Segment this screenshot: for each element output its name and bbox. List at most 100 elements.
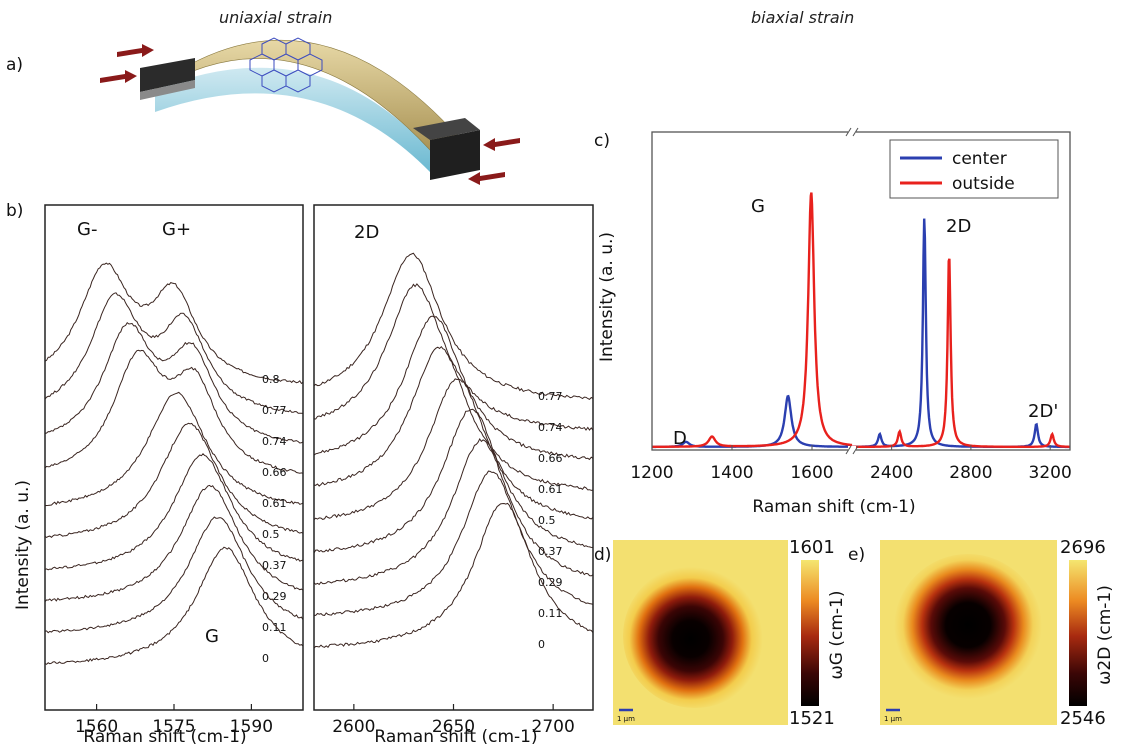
colorbar-d-max: 1601 <box>789 537 835 558</box>
peak-label-g-plus: G+ <box>162 219 191 240</box>
spectrum-trace-0.11 <box>44 516 304 634</box>
strain-label-0.37: 0.37 <box>538 545 563 558</box>
scalebar-label-d: 1 μm <box>617 715 635 723</box>
spectrum-outside-segment-1 <box>652 192 853 448</box>
colorbar-d-label: ωG (cm-1) <box>827 591 847 680</box>
panel-label-d: d) <box>594 545 612 565</box>
strain-label-0.77: 0.77 <box>538 390 563 403</box>
graphene-flake <box>249 37 323 93</box>
x-tick-label: 2400 <box>870 463 913 483</box>
panel-label-a: a) <box>6 55 24 75</box>
x-tick-label: 2700 <box>532 717 575 737</box>
strain-label-0.74: 0.74 <box>538 421 563 434</box>
spectrum-trace-0.74 <box>313 283 594 431</box>
colorbar-e-max: 2696 <box>1060 537 1106 558</box>
panel-label-b: b) <box>6 201 24 221</box>
chart-b-left: 0.8 0.77 0.74 0.66 0.61 0.5 0.37 0.29 0.11 0 1560… <box>13 204 304 747</box>
spectrum-trace-0.29 <box>44 484 304 602</box>
scalebar-label-e: 1 μm <box>884 715 902 723</box>
x-tick-label: 1400 <box>710 463 753 483</box>
axis-break-mark <box>852 445 859 455</box>
strain-label-0.66: 0.66 <box>262 466 287 479</box>
strain-label-0.8: 0.8 <box>262 373 280 386</box>
heatmap-d: 1 μm <box>613 540 788 725</box>
spectrum-trace-0.77 <box>44 292 304 414</box>
spectrum-trace-0.29 <box>313 438 594 586</box>
peak-label-2d-prime: 2D' <box>1028 401 1058 422</box>
peak-label-2d-c: 2D <box>946 216 971 237</box>
x-axis-label-b-right: Raman shift (cm-1) <box>374 727 537 747</box>
x-tick-label: 2650 <box>432 717 475 737</box>
strain-label-0.61: 0.61 <box>538 483 563 496</box>
strain-label-0.77: 0.77 <box>262 404 287 417</box>
axis-break-mark <box>852 127 859 137</box>
chart-c: 1200 1400 1600 2400 2800 3200 Intensity (a. u… <box>597 127 1072 517</box>
heading-uniaxial: uniaxial strain <box>219 8 333 27</box>
axis-break-gap <box>848 446 856 454</box>
legend-label-center: center <box>952 149 1007 169</box>
colorbar-e <box>1069 560 1087 706</box>
strain-label-0.66: 0.66 <box>538 452 563 465</box>
spectrum-trace-0.61 <box>44 391 304 507</box>
strain-label-0.37: 0.37 <box>262 559 287 572</box>
spectrum-trace-0.77 <box>313 252 594 401</box>
x-tick-label: 1200 <box>630 463 673 483</box>
strain-label-0.11: 0.11 <box>538 607 563 620</box>
spectrum-trace-0.5 <box>313 378 594 520</box>
strain-label-0.5: 0.5 <box>538 514 556 527</box>
colorbar-d <box>801 560 819 706</box>
peak-label-g: G <box>205 626 219 647</box>
strain-device-illustration <box>100 37 520 185</box>
spectrum-outside-segment-2 <box>852 258 1070 448</box>
spectrum-trace-0.61 <box>313 345 594 491</box>
peak-label-g-minus: G- <box>77 219 97 240</box>
spectrum-trace-0.37 <box>313 408 594 554</box>
panel-label-e: e) <box>848 545 866 565</box>
x-axis-label-b-left: Raman shift (cm-1) <box>83 727 246 747</box>
spectrum-trace-0.8 <box>44 262 304 385</box>
spectrum-trace-0 <box>44 546 304 665</box>
plot-frame <box>44 204 304 711</box>
strain-label-0.29: 0.29 <box>262 590 287 603</box>
x-tick-label: 2800 <box>949 463 992 483</box>
colorbar-e-min: 2546 <box>1060 708 1106 729</box>
plot-frame <box>651 131 1071 451</box>
panel-label-c: c) <box>594 131 610 151</box>
colorbar-e-label: ω2D (cm-1) <box>1095 585 1115 685</box>
substrate-side <box>155 67 430 172</box>
x-tick-label: 1575 <box>152 717 195 737</box>
x-tick-label: 1600 <box>790 463 833 483</box>
x-tick-label: 2600 <box>332 717 375 737</box>
y-axis-label-b: Intensity (a. u.) <box>13 480 33 610</box>
strain-label-0: 0 <box>538 638 545 651</box>
clamp-right <box>413 118 480 180</box>
spectrum-trace-0 <box>313 502 594 649</box>
chart-b-right: 0.770.740.660.610.50.370.290.110 2600 265… <box>313 204 594 747</box>
clamp-left <box>140 58 195 100</box>
spectrum-trace-0.5 <box>44 422 304 538</box>
legend-c: center outside <box>889 139 1059 199</box>
strain-label-0.11: 0.11 <box>262 621 287 634</box>
spectrum-trace-0.74 <box>44 321 304 444</box>
strain-label-0.5: 0.5 <box>262 528 280 541</box>
svg-text:ωG (cm-1): ωG (cm-1) <box>827 591 847 680</box>
spectrum-trace-0.37 <box>44 453 304 571</box>
x-axis-label-c: Raman shift (cm-1) <box>752 497 915 517</box>
x-tick-label: 1560 <box>75 717 118 737</box>
svg-text:ω2D (cm-1): ω2D (cm-1) <box>1095 585 1115 685</box>
strain-label-0.74: 0.74 <box>262 435 287 448</box>
strain-label-0.61: 0.61 <box>262 497 287 510</box>
spectrum-trace-0.11 <box>314 470 594 616</box>
axis-break-mark <box>845 445 852 455</box>
x-tick-label: 3200 <box>1029 463 1072 483</box>
x-tick-label: 1590 <box>230 717 273 737</box>
colorbar-d-min: 1521 <box>789 708 835 729</box>
axis-break-gap <box>848 128 856 136</box>
spectrum-trace-0.66 <box>44 349 304 474</box>
spectrum-trace-0.66 <box>313 315 594 461</box>
strain-label-0: 0 <box>262 652 269 665</box>
axis-break-mark <box>845 127 852 137</box>
heading-biaxial: biaxial strain <box>751 8 855 27</box>
legend-label-outside: outside <box>952 174 1015 194</box>
y-axis-label-c: Intensity (a. u.) <box>597 232 617 362</box>
